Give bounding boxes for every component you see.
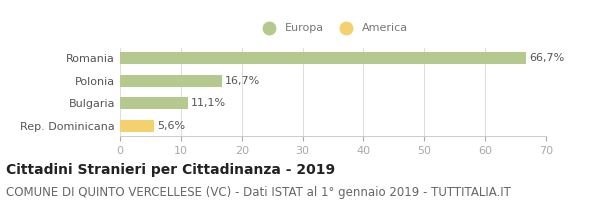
Text: 16,7%: 16,7% <box>224 76 260 86</box>
Text: 5,6%: 5,6% <box>157 121 185 131</box>
Bar <box>120 97 188 109</box>
Text: Cittadini Stranieri per Cittadinanza - 2019: Cittadini Stranieri per Cittadinanza - 2… <box>6 163 335 177</box>
Text: 11,1%: 11,1% <box>191 98 226 108</box>
Bar <box>120 75 221 87</box>
Text: 66,7%: 66,7% <box>529 53 564 63</box>
Bar <box>120 120 154 132</box>
Text: COMUNE DI QUINTO VERCELLESE (VC) - Dati ISTAT al 1° gennaio 2019 - TUTTITALIA.IT: COMUNE DI QUINTO VERCELLESE (VC) - Dati … <box>6 186 511 199</box>
Bar <box>120 52 526 64</box>
Legend: Europa, America: Europa, America <box>255 20 411 37</box>
